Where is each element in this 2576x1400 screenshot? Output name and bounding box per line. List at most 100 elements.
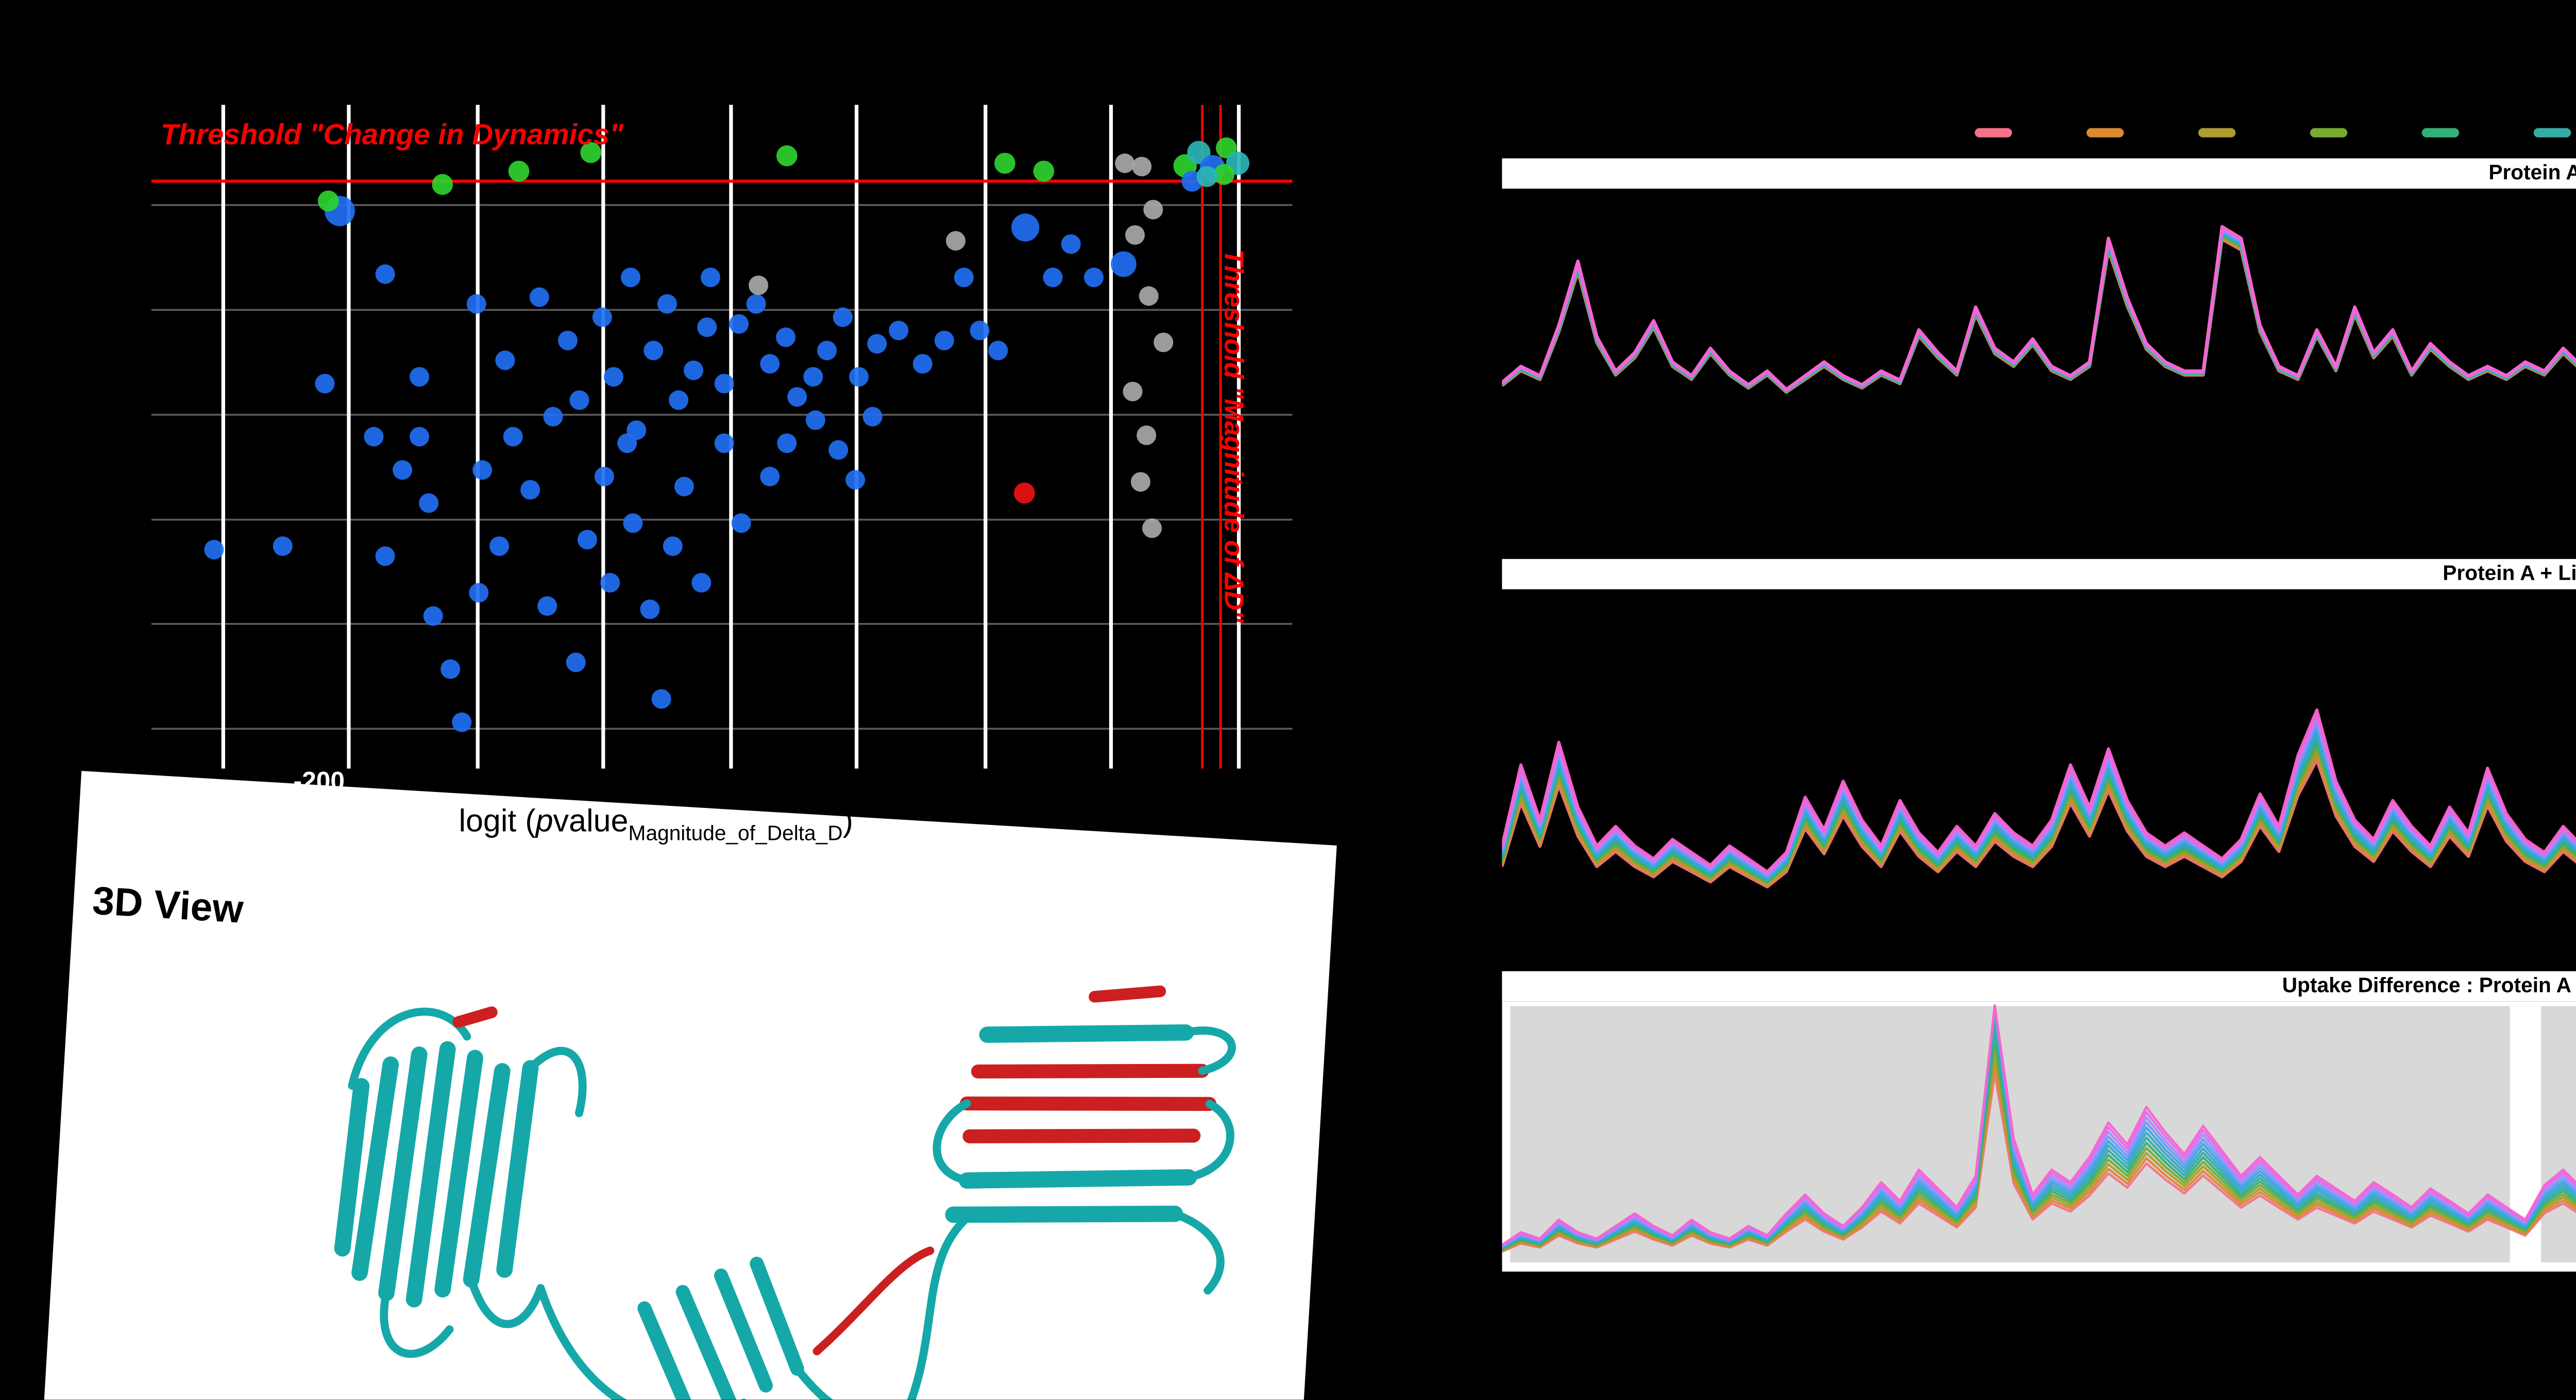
- scatter-point-blue[interactable]: [934, 330, 954, 350]
- scatter-point-blue[interactable]: [577, 530, 597, 550]
- scatter-point-blue[interactable]: [760, 466, 780, 486]
- scatter-point-gray[interactable]: [1132, 157, 1152, 177]
- scatter-point-blue[interactable]: [889, 321, 909, 341]
- scatter-point-blue[interactable]: [746, 294, 766, 314]
- scatter-point-blue[interactable]: [604, 367, 624, 387]
- legend-swatch-0[interactable]: [1974, 128, 2012, 138]
- scatter-point-blue[interactable]: [592, 307, 612, 327]
- scatter-point-blue[interactable]: [643, 341, 664, 361]
- scatter-point-gray[interactable]: [1154, 332, 1174, 352]
- scatter-point-blue[interactable]: [375, 264, 395, 284]
- scatter-point-blue[interactable]: [452, 712, 472, 732]
- scatter-point-blue[interactable]: [600, 572, 620, 593]
- scatter-point-blue[interactable]: [466, 294, 486, 314]
- scatter-point-blue[interactable]: [760, 354, 780, 374]
- scatter-point-blue[interactable]: [621, 267, 640, 288]
- scatter-point-blue[interactable]: [845, 470, 866, 490]
- scatter-point-blue[interactable]: [954, 267, 974, 288]
- scatter-point-gray[interactable]: [1115, 153, 1135, 173]
- scatter-point-blue[interactable]: [817, 341, 837, 361]
- scatter-point-blue[interactable]: [393, 460, 413, 480]
- scatter-point-blue[interactable]: [204, 539, 224, 560]
- legend-swatch-4[interactable]: [2422, 128, 2460, 138]
- scatter-point-green[interactable]: [580, 142, 602, 163]
- scatter-point-green[interactable]: [776, 145, 798, 166]
- scatter-point-blue[interactable]: [828, 440, 849, 460]
- 3d-view-panel[interactable]: 3D View: [40, 771, 1337, 1400]
- scatter-point-blue[interactable]: [472, 460, 493, 480]
- scatter-point-blue[interactable]: [691, 572, 711, 593]
- scatter-point-blue[interactable]: [489, 536, 510, 556]
- scatter-point-blue[interactable]: [787, 387, 807, 407]
- scatter-point-blue[interactable]: [410, 427, 430, 447]
- scatter-point-blue[interactable]: [684, 360, 704, 380]
- scatter-point-blue[interactable]: [849, 367, 869, 387]
- scatter-point-blue[interactable]: [803, 367, 823, 387]
- scatter-point-blue[interactable]: [623, 513, 643, 533]
- scatter-point-green[interactable]: [1215, 137, 1237, 159]
- scatter-point-blue[interactable]: [410, 367, 430, 387]
- scatter-point-blue[interactable]: [729, 314, 749, 334]
- scatter-point-gray[interactable]: [1143, 199, 1163, 220]
- scatter-point-blue[interactable]: [867, 334, 887, 354]
- scatter-point-green[interactable]: [508, 160, 530, 182]
- scatter-point-blue[interactable]: [503, 427, 523, 447]
- scatter-point-blue[interactable]: [543, 407, 563, 427]
- scatter-point-gray[interactable]: [1139, 286, 1159, 306]
- scatter-point-blue[interactable]: [557, 330, 578, 350]
- scatter-point-blue[interactable]: [862, 407, 883, 427]
- scatter-point-blue[interactable]: [805, 410, 825, 430]
- scatter-point-blue[interactable]: [440, 659, 461, 679]
- scatter-point-blue[interactable]: [375, 546, 395, 566]
- scatter-point-green[interactable]: [1033, 160, 1055, 182]
- scatter-point-red[interactable]: [1014, 482, 1035, 504]
- scatter-point-blue[interactable]: [651, 689, 671, 709]
- scatter-point-blue[interactable]: [273, 536, 293, 556]
- scatter-point-blue[interactable]: [1011, 213, 1040, 242]
- scatter-point-blue[interactable]: [970, 321, 990, 341]
- scatter-point-green[interactable]: [994, 153, 1015, 174]
- scatter-point-blue[interactable]: [529, 287, 549, 307]
- scatter-point-blue[interactable]: [423, 606, 443, 626]
- scatter-point-gray[interactable]: [1137, 425, 1157, 445]
- scatter-point-blue[interactable]: [669, 390, 689, 410]
- scatter-point-gray[interactable]: [1123, 381, 1143, 401]
- scatter-point-green[interactable]: [317, 190, 339, 212]
- scatter-point-blue[interactable]: [1084, 267, 1104, 288]
- scatter-point-blue[interactable]: [537, 596, 557, 616]
- scatter-point-blue[interactable]: [912, 354, 933, 374]
- scatter-point-blue[interactable]: [1111, 251, 1137, 277]
- volcano-scatter-canvas[interactable]: [151, 105, 1293, 769]
- scatter-point-gray[interactable]: [749, 275, 769, 295]
- scatter-point-blue[interactable]: [520, 480, 540, 500]
- uptake-chart-protein-a-ligand[interactable]: [1502, 589, 2576, 960]
- scatter-point-blue[interactable]: [469, 583, 489, 603]
- scatter-point-blue[interactable]: [1043, 267, 1063, 288]
- scatter-point-gray[interactable]: [946, 231, 965, 251]
- scatter-point-blue[interactable]: [663, 536, 683, 556]
- scatter-point-blue[interactable]: [777, 433, 797, 453]
- legend-swatch-5[interactable]: [2534, 128, 2572, 138]
- scatter-point-blue[interactable]: [714, 374, 734, 394]
- uptake-difference-chart[interactable]: [1502, 1001, 2576, 1272]
- scatter-point-blue[interactable]: [569, 390, 589, 410]
- scatter-point-blue[interactable]: [731, 513, 751, 533]
- protein-3d-structure[interactable]: [134, 912, 1259, 1400]
- scatter-point-blue[interactable]: [1061, 234, 1081, 254]
- scatter-point-blue[interactable]: [364, 427, 384, 447]
- uptake-chart-protein-a[interactable]: [1502, 189, 2576, 547]
- scatter-point-blue[interactable]: [833, 307, 853, 327]
- scatter-point-blue[interactable]: [701, 267, 721, 288]
- scatter-point-teal[interactable]: [1196, 166, 1218, 187]
- scatter-point-blue[interactable]: [714, 433, 734, 453]
- volcano-plot[interactable]: Threshold "Change in Dynamics" Threshold…: [151, 105, 1293, 769]
- scatter-point-blue[interactable]: [566, 652, 586, 672]
- scatter-point-blue[interactable]: [594, 466, 614, 486]
- legend-swatch-3[interactable]: [2310, 128, 2348, 138]
- scatter-point-blue[interactable]: [657, 294, 677, 314]
- legend-swatch-2[interactable]: [2198, 128, 2236, 138]
- scatter-point-gray[interactable]: [1130, 472, 1150, 492]
- scatter-point-gray[interactable]: [1125, 225, 1145, 245]
- legend-swatch-1[interactable]: [2087, 128, 2124, 138]
- scatter-point-blue[interactable]: [495, 350, 515, 370]
